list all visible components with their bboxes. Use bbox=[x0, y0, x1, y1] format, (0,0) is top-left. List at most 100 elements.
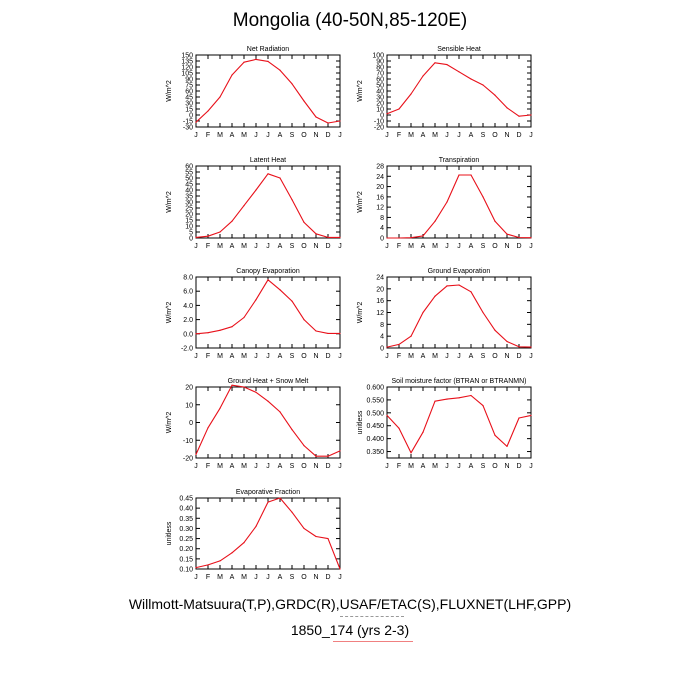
data-point bbox=[434, 62, 436, 64]
y-tick-label: 8 bbox=[380, 215, 384, 222]
data-point bbox=[315, 455, 317, 457]
y-tick-label: 10 bbox=[185, 402, 193, 409]
data-point bbox=[530, 237, 532, 239]
x-tick-label: M bbox=[217, 574, 223, 581]
x-tick-label: O bbox=[492, 463, 498, 470]
x-tick-label: J bbox=[457, 463, 461, 470]
y-tick-label: 20 bbox=[376, 286, 384, 293]
y-tick-label: -15 bbox=[183, 119, 193, 126]
panel-title: Soil moisture factor (BTRAN or BTRANMN) bbox=[392, 378, 527, 385]
data-point bbox=[231, 74, 233, 76]
x-tick-label: J bbox=[385, 132, 389, 139]
data-point bbox=[410, 452, 412, 454]
data-point bbox=[518, 346, 520, 348]
x-tick-label: S bbox=[290, 243, 295, 250]
x-tick-label: A bbox=[469, 243, 474, 250]
x-tick-label: N bbox=[504, 243, 509, 250]
y-tick-label: 50 bbox=[185, 176, 193, 183]
data-point bbox=[231, 384, 233, 386]
data-point bbox=[386, 346, 388, 348]
data-point bbox=[291, 511, 293, 513]
chart-panel: Soil moisture factor (BTRAN or BTRANMN) u… bbox=[357, 378, 533, 470]
data-point bbox=[243, 61, 245, 63]
data-point bbox=[267, 400, 269, 402]
x-tick-label: A bbox=[278, 243, 283, 250]
data-point bbox=[398, 343, 400, 346]
x-tick-label: J bbox=[254, 132, 258, 139]
data-point bbox=[291, 83, 293, 85]
data-point bbox=[506, 340, 508, 343]
plot-frame bbox=[195, 497, 341, 570]
data-point bbox=[470, 78, 472, 80]
y-tick-label: 60 bbox=[376, 77, 384, 84]
y-axis-label: W/m^2 bbox=[357, 191, 364, 213]
x-tick-label: N bbox=[313, 574, 318, 581]
x-tick-label: F bbox=[397, 353, 401, 360]
x-tick-label: S bbox=[290, 574, 295, 581]
data-point bbox=[219, 231, 221, 233]
x-tick-label: A bbox=[278, 132, 283, 139]
x-tick-label: J bbox=[194, 574, 198, 581]
data-point bbox=[339, 120, 341, 122]
y-axis-label: W/m^2 bbox=[166, 412, 173, 434]
x-tick-label: J bbox=[445, 353, 449, 360]
chart-panel: Evaporative Fraction unitless 0.10 0.15 0.20… bbox=[166, 489, 342, 581]
x-tick-label: M bbox=[432, 243, 438, 250]
x-tick-label: M bbox=[217, 463, 223, 470]
x-tick-label: A bbox=[230, 574, 235, 581]
y-tick-label: 35 bbox=[185, 194, 193, 201]
x-tick-label: M bbox=[241, 132, 247, 139]
data-point bbox=[219, 560, 221, 562]
y-tick-label: 0.500 bbox=[366, 410, 384, 417]
x-tick-label: J bbox=[266, 463, 270, 470]
x-tick-label: J bbox=[194, 353, 198, 360]
y-tick-label: 20 bbox=[376, 101, 384, 108]
plot-frame bbox=[195, 54, 341, 128]
data-point bbox=[518, 115, 520, 117]
data-point bbox=[303, 527, 305, 530]
data-point bbox=[506, 233, 508, 235]
chart-panel: Sensible Heat W/m^2 -20-100102030405060708… bbox=[357, 46, 533, 139]
data-point bbox=[207, 427, 209, 429]
data-point bbox=[327, 332, 329, 335]
y-tick-label: 0.45 bbox=[179, 496, 193, 503]
x-tick-label: J bbox=[266, 574, 270, 581]
data-point bbox=[315, 535, 317, 538]
data-point bbox=[255, 525, 257, 528]
x-tick-label: O bbox=[301, 243, 307, 250]
x-tick-label: J bbox=[457, 132, 461, 139]
y-tick-label: 4.0 bbox=[183, 303, 193, 310]
data-point bbox=[279, 289, 281, 291]
y-tick-label: 5 bbox=[189, 230, 193, 237]
data-point bbox=[470, 291, 472, 293]
data-point bbox=[446, 285, 448, 287]
y-tick-label: 8 bbox=[380, 322, 384, 329]
y-tick-label: 24 bbox=[376, 275, 384, 282]
data-point bbox=[303, 221, 305, 223]
x-tick-label: S bbox=[481, 243, 486, 250]
x-tick-label: A bbox=[230, 243, 235, 250]
y-tick-label: -2.0 bbox=[181, 346, 193, 353]
x-tick-label: M bbox=[217, 132, 223, 139]
data-point bbox=[207, 332, 209, 334]
x-tick-label: N bbox=[313, 132, 318, 139]
caption-dash-divider bbox=[340, 616, 404, 617]
data-point bbox=[434, 220, 436, 222]
data-point bbox=[207, 110, 209, 112]
panel-title: Net Radiation bbox=[247, 46, 290, 53]
data-point bbox=[386, 414, 388, 416]
data-point bbox=[482, 311, 484, 314]
case-id-underline bbox=[333, 641, 413, 642]
data-point bbox=[482, 84, 484, 86]
y-tick-label: 20 bbox=[185, 385, 193, 392]
data-point bbox=[219, 407, 221, 409]
y-tick-label: 0.10 bbox=[179, 567, 193, 574]
x-tick-label: N bbox=[504, 353, 509, 360]
y-tick-label: 10 bbox=[185, 224, 193, 231]
y-axis-label: W/m^2 bbox=[357, 80, 364, 102]
y-tick-label: 0.400 bbox=[366, 436, 384, 443]
x-tick-label: M bbox=[432, 132, 438, 139]
data-point bbox=[303, 319, 305, 321]
